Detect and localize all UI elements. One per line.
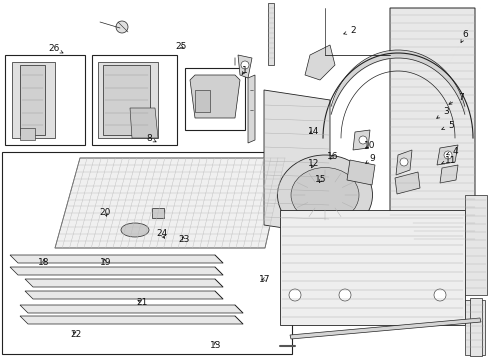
Text: 16: 16 <box>327 152 339 161</box>
Circle shape <box>241 61 249 69</box>
Polygon shape <box>25 291 223 299</box>
Polygon shape <box>10 255 223 263</box>
Polygon shape <box>440 165 458 183</box>
Text: 18: 18 <box>38 258 50 267</box>
Polygon shape <box>130 108 158 138</box>
Text: 2: 2 <box>343 26 356 35</box>
Text: 23: 23 <box>178 235 190 244</box>
Polygon shape <box>437 145 458 165</box>
Circle shape <box>116 21 128 33</box>
Polygon shape <box>238 55 252 78</box>
Polygon shape <box>353 130 370 150</box>
Polygon shape <box>290 318 481 339</box>
Polygon shape <box>305 45 335 80</box>
Polygon shape <box>55 158 285 248</box>
Ellipse shape <box>121 223 149 237</box>
Circle shape <box>444 151 452 159</box>
Text: 4: 4 <box>446 147 459 156</box>
Text: 15: 15 <box>315 175 327 184</box>
Circle shape <box>289 289 301 301</box>
Text: 5: 5 <box>441 122 454 130</box>
Polygon shape <box>20 316 243 324</box>
Polygon shape <box>195 90 210 112</box>
Bar <box>465 195 487 295</box>
Polygon shape <box>347 160 375 185</box>
Text: 7: 7 <box>449 93 464 104</box>
Polygon shape <box>390 8 475 245</box>
Text: 21: 21 <box>136 298 148 307</box>
Bar <box>92 55 177 145</box>
Polygon shape <box>395 172 420 194</box>
Polygon shape <box>98 62 158 138</box>
Text: 12: 12 <box>308 159 319 168</box>
Polygon shape <box>20 305 243 313</box>
Text: 10: 10 <box>364 141 376 150</box>
Ellipse shape <box>277 155 372 235</box>
Text: 6: 6 <box>461 30 468 42</box>
Circle shape <box>359 136 367 144</box>
Polygon shape <box>268 3 274 65</box>
Text: 14: 14 <box>308 127 319 136</box>
Text: 17: 17 <box>259 274 270 284</box>
Bar <box>152 208 164 218</box>
Circle shape <box>434 289 446 301</box>
Ellipse shape <box>291 167 359 222</box>
Polygon shape <box>12 62 55 138</box>
Polygon shape <box>103 65 150 135</box>
Text: 26: 26 <box>48 44 63 53</box>
Polygon shape <box>396 150 412 175</box>
Bar <box>2 152 292 354</box>
Text: 24: 24 <box>156 230 167 238</box>
Text: 1: 1 <box>242 66 248 75</box>
Bar <box>280 210 465 325</box>
Text: 22: 22 <box>71 330 81 339</box>
Polygon shape <box>10 267 223 275</box>
Text: 19: 19 <box>99 258 111 267</box>
Circle shape <box>400 158 408 166</box>
Circle shape <box>339 289 351 301</box>
Text: 25: 25 <box>175 42 187 51</box>
Bar <box>5 55 85 145</box>
Bar <box>465 300 485 355</box>
Polygon shape <box>20 65 45 135</box>
Text: 9: 9 <box>366 154 375 163</box>
Text: 8: 8 <box>147 134 156 143</box>
Bar <box>470 298 482 356</box>
Polygon shape <box>25 279 223 287</box>
Bar <box>185 68 245 130</box>
Polygon shape <box>248 75 255 143</box>
Polygon shape <box>190 75 240 118</box>
Text: 20: 20 <box>99 208 111 217</box>
Text: 3: 3 <box>437 107 449 118</box>
Polygon shape <box>20 128 35 140</box>
Polygon shape <box>264 90 330 235</box>
Text: 11: 11 <box>441 156 457 165</box>
Text: 13: 13 <box>210 341 221 350</box>
